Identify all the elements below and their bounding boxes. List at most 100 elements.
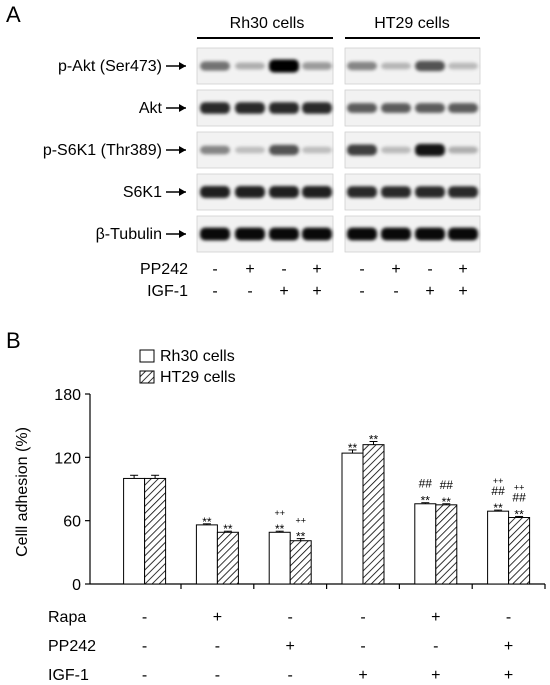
- treatment-label-pp242-b: PP242: [48, 638, 96, 655]
- blot-band: [235, 227, 265, 241]
- bar-ht29: [289, 540, 312, 585]
- legend-label-ht29: HT29 cells: [160, 369, 236, 386]
- blot-band: [448, 227, 478, 241]
- significance-mark: **: [442, 495, 452, 509]
- blot-band: [302, 62, 332, 70]
- blot-band: [347, 186, 377, 198]
- treatment-sign: -: [281, 261, 286, 278]
- blot-band: [415, 60, 445, 72]
- blot-band: [448, 186, 478, 198]
- treatment-sign: -: [288, 667, 293, 684]
- significance-mark: ##: [440, 478, 454, 492]
- legend-label-rh30: Rh30 cells: [160, 348, 235, 365]
- bar-rh30: [268, 531, 291, 585]
- treatment-sign: -: [433, 638, 438, 655]
- blot-band: [415, 143, 445, 157]
- treatment-sign: +: [458, 261, 467, 278]
- blot-band: [235, 62, 265, 70]
- treatment-signs-a: - + - + - + - + - - + + - - + +: [212, 261, 467, 300]
- treatment-signs-b: - + - - + - - - + - - + - - - + + +: [142, 609, 513, 684]
- blot-band: [200, 61, 230, 71]
- treatment-sign: +: [358, 667, 367, 684]
- blot-band: [381, 103, 411, 113]
- arrow-head-icon: [179, 62, 186, 70]
- significance-mark: **: [369, 433, 379, 447]
- bar-rh30: [414, 503, 437, 585]
- y-tick-label: 0: [72, 577, 81, 594]
- treatment-sign: +: [286, 638, 295, 655]
- treatment-sign: +: [431, 609, 440, 626]
- significance-mark: ++: [493, 476, 504, 486]
- treatment-sign: -: [142, 667, 147, 684]
- treatment-sign: -: [142, 609, 147, 626]
- blot-row-label: p-S6K1 (Thr389): [43, 142, 162, 159]
- blot-band: [415, 186, 445, 198]
- blot-band: [302, 186, 332, 198]
- treatment-sign: +: [458, 283, 467, 300]
- significance-mark: ##: [491, 484, 505, 498]
- blot-band: [347, 61, 377, 71]
- treatment-sign: -: [360, 638, 365, 655]
- blot-band: [269, 144, 299, 156]
- bar-ht29: [216, 531, 239, 585]
- treatment-sign: -: [359, 261, 364, 278]
- treatment-sign: -: [212, 283, 217, 300]
- blot-band: [381, 62, 411, 70]
- blot-band: [347, 227, 377, 241]
- y-axis-label: Celll adhesion (%): [14, 427, 31, 557]
- blot-band: [269, 102, 299, 114]
- bar-rh30: [123, 477, 146, 585]
- blot-band: [448, 62, 478, 70]
- significance-mark: **: [296, 530, 306, 544]
- treatment-sign: -: [215, 667, 220, 684]
- arrow-head-icon: [179, 230, 186, 238]
- significance-mark: ++: [274, 508, 285, 518]
- treatment-sign: +: [504, 638, 513, 655]
- treatment-sign: +: [245, 261, 254, 278]
- treatment-sign: +: [213, 609, 222, 626]
- blot-band: [415, 227, 445, 241]
- treatment-sign: -: [360, 609, 365, 626]
- treatment-sign: -: [288, 609, 293, 626]
- blot-band: [302, 146, 332, 154]
- blot-row-label: S6K1: [123, 184, 162, 201]
- treatment-sign: -: [359, 283, 364, 300]
- treatment-sign: +: [279, 283, 288, 300]
- legend-swatch-rh30: [139, 349, 155, 363]
- blot-band: [415, 103, 445, 113]
- panel-a-label: A: [6, 2, 21, 27]
- treatment-label-igf1-b: IGF-1: [48, 667, 89, 684]
- blot-band: [200, 227, 230, 241]
- group-label-ht29: HT29 cells: [374, 15, 450, 32]
- treatment-sign: +: [312, 283, 321, 300]
- treatment-label-igf1-a: IGF-1: [147, 283, 188, 300]
- significance-mark: **: [202, 515, 212, 529]
- blot-band: [269, 186, 299, 198]
- blot-band: [235, 146, 265, 154]
- blot-band: [448, 103, 478, 113]
- y-tick-label: 120: [54, 450, 81, 467]
- blot-band: [269, 59, 299, 73]
- treatment-sign: -: [247, 283, 252, 300]
- arrow-head-icon: [179, 188, 186, 196]
- bar-ht29: [144, 477, 167, 585]
- treatment-sign: +: [504, 667, 513, 684]
- treatment-label-rapa-b: Rapa: [48, 609, 86, 626]
- blot-band: [235, 186, 265, 198]
- treatment-sign: -: [212, 261, 217, 278]
- blot-band: [269, 227, 299, 241]
- y-tick-label: 60: [63, 514, 81, 531]
- bar-rh30: [341, 452, 364, 585]
- blot-band: [381, 186, 411, 198]
- significance-mark: ##: [419, 477, 433, 491]
- treatment-sign: +: [425, 283, 434, 300]
- group-label-rh30: Rh30 cells: [230, 15, 305, 32]
- blot-band: [347, 103, 377, 113]
- y-tick-label: 180: [54, 387, 81, 404]
- bar-ht29: [435, 504, 458, 585]
- bar-rh30: [487, 510, 510, 585]
- bar-chart: 060120180****++****##**##++****++****##*…: [54, 387, 546, 594]
- blot-band: [347, 144, 377, 156]
- panel-b-label: B: [6, 328, 21, 353]
